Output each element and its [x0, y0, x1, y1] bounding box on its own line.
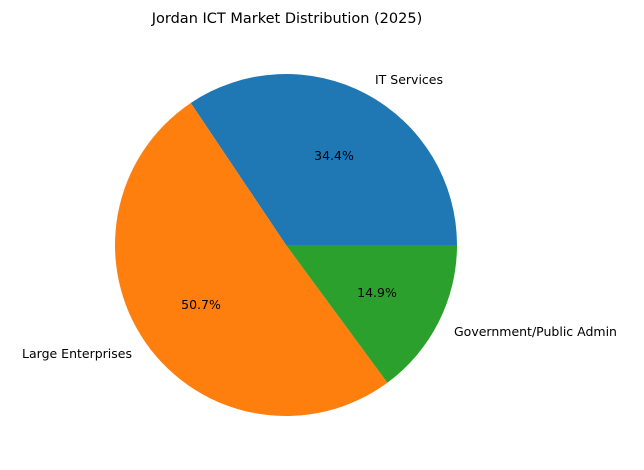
chart-title: Jordan ICT Market Distribution (2025) — [151, 11, 422, 27]
slice-pct-it-services: 34.4% — [314, 148, 354, 163]
pie-slice-large-enterprises — [114, 102, 388, 417]
pie-labels: IT Services 34.4% Large Enterprises 50.7… — [22, 72, 617, 361]
pie-slice-government-public-admin — [286, 245, 457, 383]
slice-pct-large-enterprises: 50.7% — [181, 297, 221, 312]
slice-label-it-services: IT Services — [375, 72, 443, 87]
slice-label-government: Government/Public Admin — [454, 324, 617, 339]
slice-pct-government: 14.9% — [357, 285, 397, 300]
pie-slice-it-services — [190, 74, 457, 246]
slice-label-large-enterprises: Large Enterprises — [22, 346, 132, 361]
pie-slices — [114, 74, 457, 417]
